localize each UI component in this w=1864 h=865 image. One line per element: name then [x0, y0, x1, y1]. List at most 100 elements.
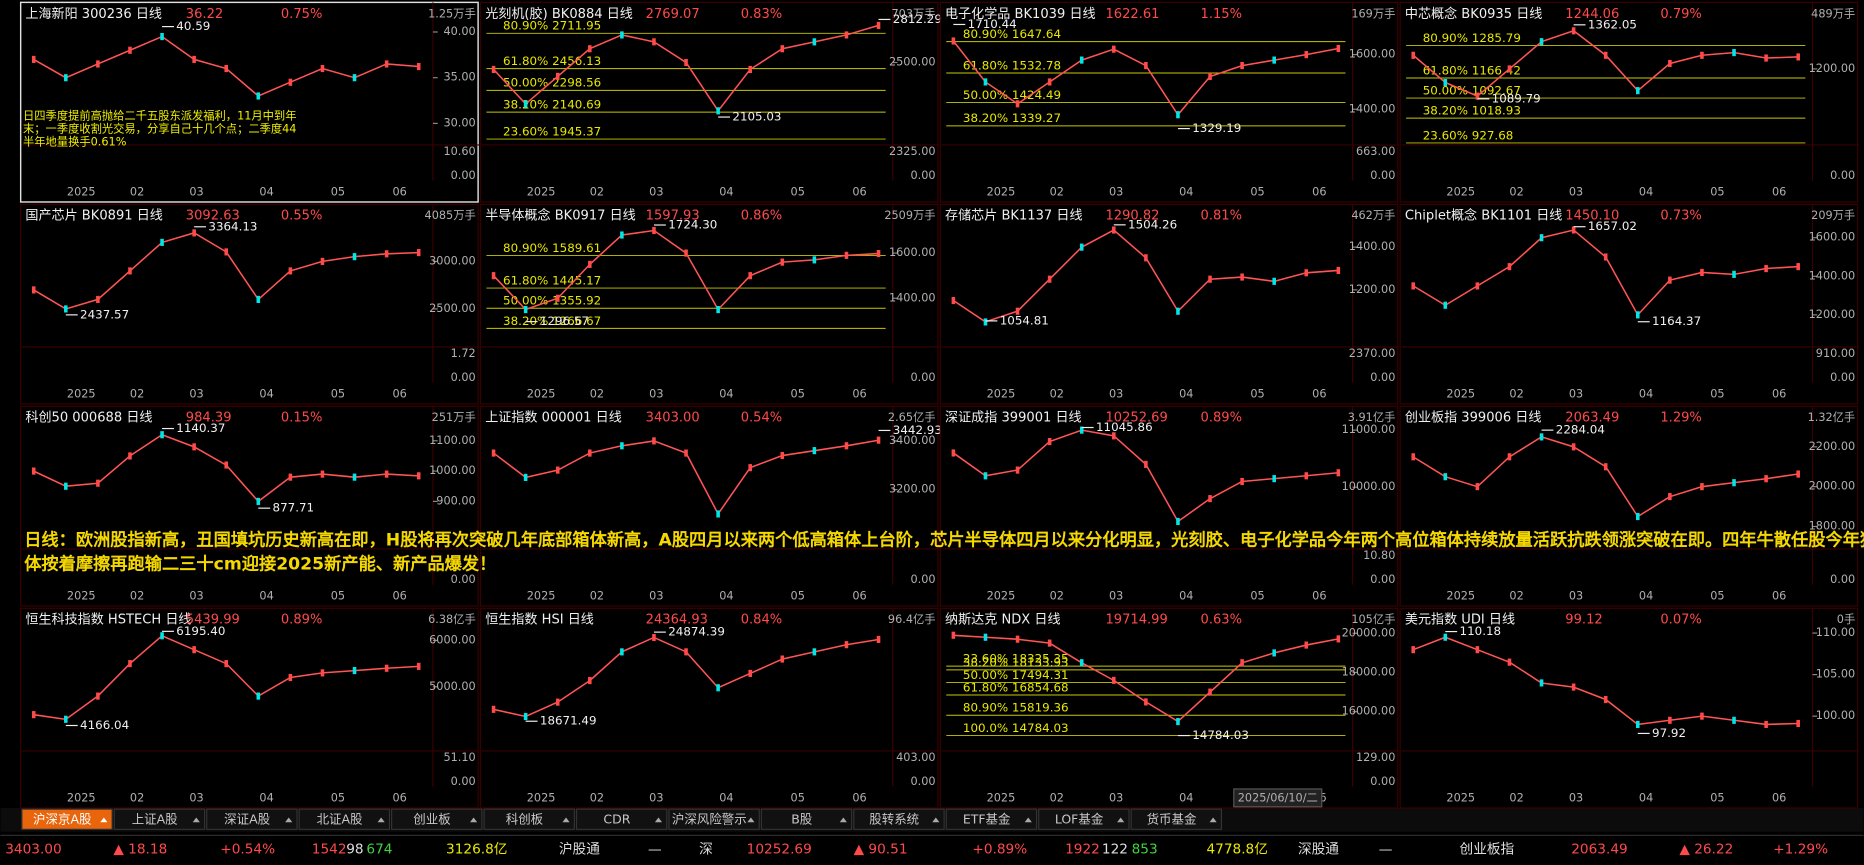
fib-label: 50.00% 2298.56: [503, 76, 601, 90]
tab[interactable]: [21, 808, 113, 830]
tab-label[interactable]: CDR: [603, 811, 630, 826]
volume-tick-label: 0.00: [1370, 775, 1395, 788]
price-point: [352, 74, 357, 82]
annotation-label: 877.71: [273, 501, 315, 515]
panel-frame: [1399, 607, 1859, 809]
annotation-label: 1089.79: [1492, 91, 1541, 105]
x-tick-label: 06: [393, 589, 407, 602]
tab-label[interactable]: 北证A股: [317, 811, 363, 826]
volume-tick-label: 0.00: [451, 573, 476, 586]
x-tick-label: 04: [1179, 589, 1193, 602]
tab-arrow: [377, 817, 385, 823]
price-point: [160, 32, 164, 41]
price-point: [812, 38, 817, 46]
price-point: [748, 272, 752, 280]
panel-title[interactable]: 深证成指 399001 日线: [945, 411, 1082, 426]
tab[interactable]: [853, 808, 945, 830]
panel-title[interactable]: 电子化学品 BK1039 日线: [945, 6, 1096, 22]
price-point: [1411, 51, 1415, 59]
tab[interactable]: [298, 808, 391, 830]
x-tick-label: 2025: [67, 185, 96, 198]
price-point: [716, 510, 720, 518]
tab[interactable]: [391, 808, 483, 830]
tab-label[interactable]: B股: [791, 811, 813, 826]
panel-change: 0.89%: [281, 613, 323, 628]
x-tick-label: 02: [590, 387, 604, 400]
tab-label[interactable]: 股转系统: [869, 811, 919, 826]
panel-frame: [1399, 405, 1859, 607]
x-tick-label: 2025: [987, 387, 1016, 400]
tab[interactable]: [1130, 808, 1223, 830]
price-point: [1112, 676, 1116, 684]
panel-title[interactable]: 国产芯片 BK0891 日线: [25, 209, 162, 224]
tab[interactable]: [668, 808, 760, 830]
panel-change: 0.15%: [281, 411, 323, 426]
tab-label[interactable]: ETF基金: [963, 811, 1011, 826]
panel-title[interactable]: 恒生指数 HSI 日线: [485, 613, 594, 628]
panel-title[interactable]: 上证指数 000001 日线: [485, 411, 622, 426]
panel-title[interactable]: 创业板指 399006 日线: [1405, 411, 1542, 426]
price-point: [1047, 639, 1052, 647]
tab[interactable]: [483, 808, 575, 830]
y-tick-label: 16000.00: [1342, 705, 1396, 718]
panel-title[interactable]: 上海新阳 300236 日线: [25, 6, 162, 22]
tab-label[interactable]: 货币基金: [1147, 811, 1197, 826]
annotation-label: 1140.37: [176, 421, 225, 435]
tab-label[interactable]: 沪深京A股: [33, 811, 92, 826]
price-point: [1700, 268, 1704, 276]
panel-title[interactable]: 中芯概念 BK0935 日线: [1405, 6, 1542, 22]
panel-title[interactable]: Chiplet概念 BK1101 日线: [1405, 208, 1562, 224]
tab-label[interactable]: 上证A股: [132, 811, 178, 826]
price-point: [1079, 56, 1084, 64]
price-point: [1507, 65, 1512, 73]
x-tick-label: 02: [590, 185, 604, 198]
panel-title[interactable]: 恒生科技指数 HSTECH 日线: [25, 613, 191, 628]
panel-volume: 251万手: [432, 410, 476, 424]
panel-change: 0.63%: [1201, 613, 1242, 628]
tab-label[interactable]: 创业板: [413, 811, 451, 826]
panel-volume: 2.65亿手: [888, 410, 936, 424]
y-tick-label: 1600.00: [1809, 231, 1856, 244]
note-text: 日四季度提前高抛给二千五股东派发福利，11月中到年: [23, 108, 296, 122]
price-point: [1240, 659, 1244, 667]
panel-title[interactable]: 纳斯达克 NDX 日线: [945, 613, 1060, 628]
tab[interactable]: [113, 808, 206, 830]
price-point: [384, 470, 389, 478]
price-point: [1603, 695, 1608, 704]
tab[interactable]: [206, 808, 298, 830]
tab[interactable]: [1038, 808, 1130, 830]
tab-label[interactable]: 科创板: [506, 811, 544, 826]
y-tick-label: 1600.00: [1349, 48, 1396, 61]
x-tick-label: 03: [649, 387, 663, 400]
status-item: 深股通: [1298, 842, 1339, 858]
fib-label: 50.00% 17494.31: [963, 668, 1069, 682]
volume-tick-label: 0.00: [1370, 169, 1395, 182]
tab-label[interactable]: 沪深风险警示: [672, 811, 747, 826]
panel-title[interactable]: 存储芯片 BK1137 日线: [945, 209, 1082, 224]
annotation-label: 97.92: [1652, 726, 1686, 740]
x-tick-label: 02: [130, 791, 144, 804]
panel-change: 0.79%: [1660, 7, 1702, 22]
volume-tick-label: 51.10: [443, 751, 475, 764]
price-point: [1507, 658, 1512, 666]
price-point: [128, 452, 132, 460]
x-tick-label: 2025: [1446, 185, 1475, 198]
tab-label[interactable]: 深证A股: [224, 811, 270, 826]
x-tick-label: 05: [1710, 791, 1724, 804]
y-tick-label: 3400.00: [889, 434, 936, 447]
price-point: [128, 267, 132, 275]
panel-title[interactable]: 美元指数 UDI 日线: [1405, 613, 1515, 628]
panel-title[interactable]: 半导体概念 BK0917 日线: [485, 208, 636, 224]
price-point: [288, 78, 293, 86]
tab[interactable]: [760, 808, 853, 830]
price-point: [1079, 659, 1084, 667]
panel-title[interactable]: 科创50 000688 日线: [25, 411, 152, 426]
panel-title[interactable]: 光刻机(胶) BK0884 日线: [485, 6, 633, 22]
tab-label[interactable]: LOF基金: [1055, 811, 1104, 826]
price-point: [1208, 275, 1212, 283]
tab[interactable]: [945, 808, 1038, 830]
volume-tick-label: 0.00: [1830, 169, 1855, 182]
tab[interactable]: [575, 808, 668, 830]
fib-label: 61.80% 2456.13: [503, 54, 601, 68]
